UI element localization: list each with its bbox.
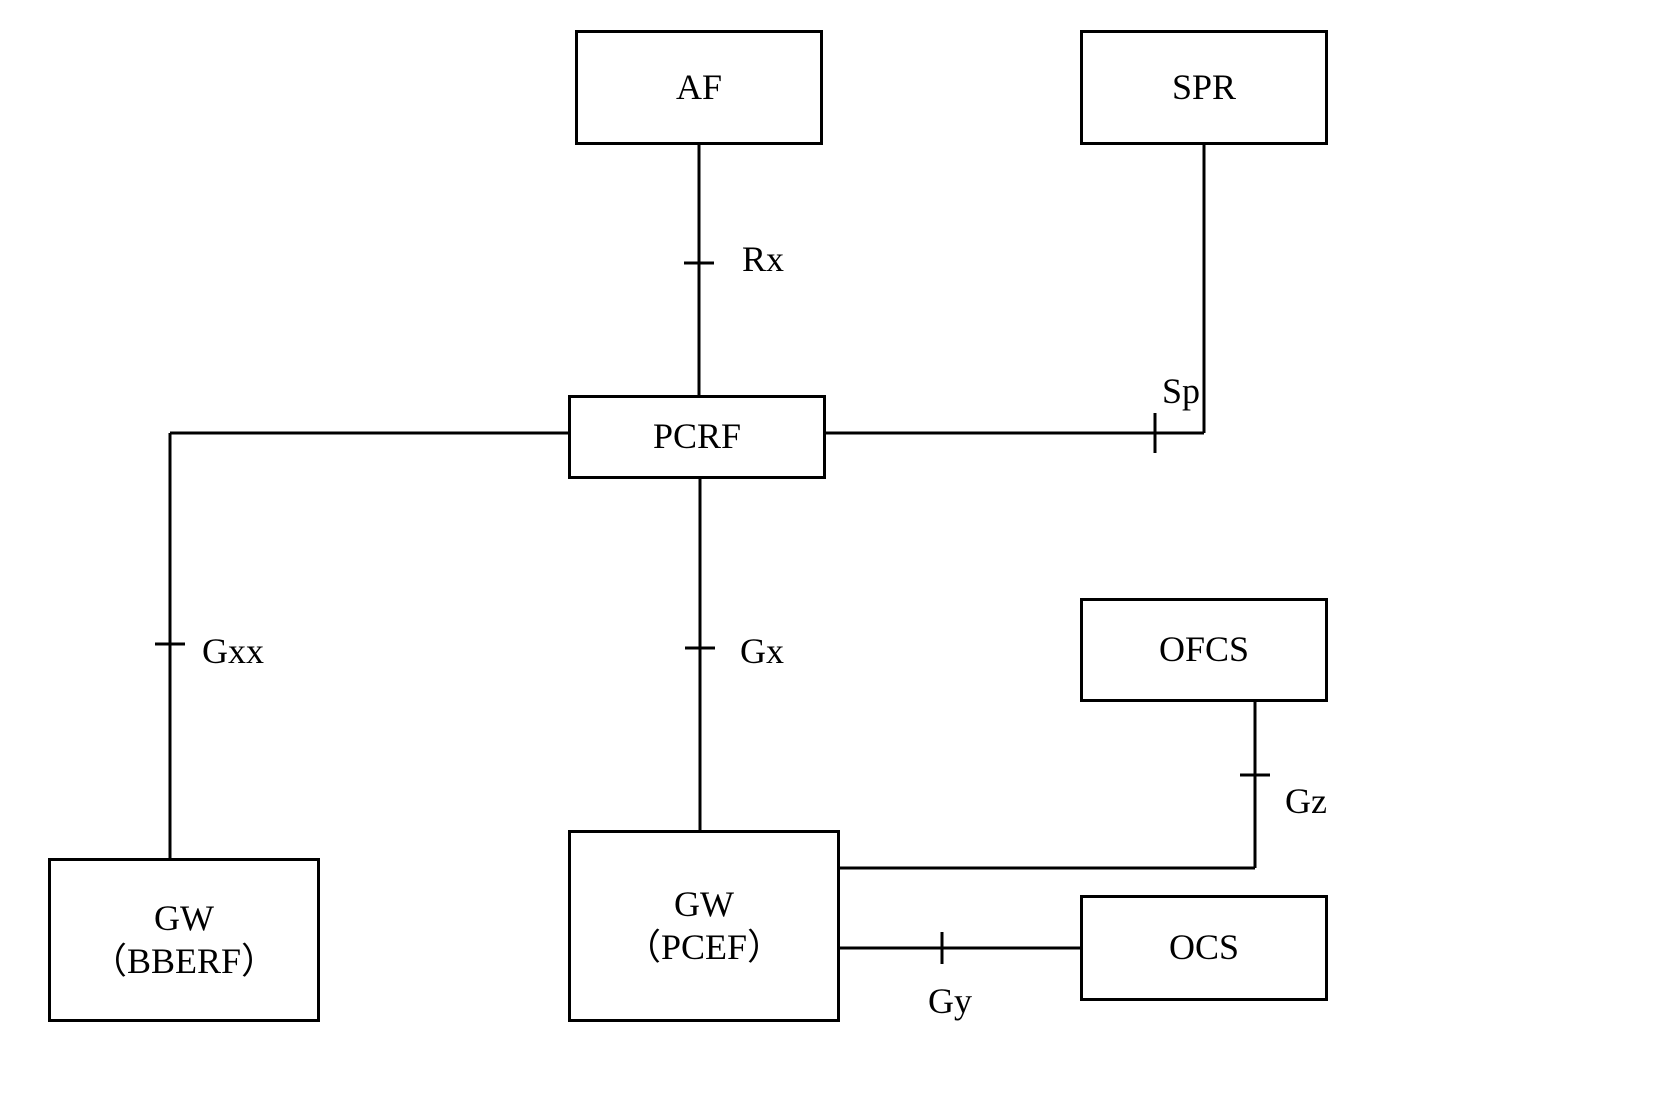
node-ofcs-label: OFCS [1159,628,1249,671]
node-ocs: OCS [1080,895,1328,1001]
edge-gz-label: Gz [1285,780,1327,822]
pcc-architecture-diagram: AF SPR PCRF OFCS GW （BBERF） GW （PCEF） OC… [0,0,1680,1096]
edge-sp-label: Sp [1162,370,1200,412]
edge-rx-label: Rx [742,238,784,280]
edge-gx-label: Gx [740,630,784,672]
node-pcef: GW （PCEF） [568,830,840,1022]
node-pcrf: PCRF [568,395,826,479]
node-spr-label: SPR [1172,66,1236,109]
node-pcef-label1: GW [674,883,734,926]
node-pcrf-label: PCRF [653,415,741,458]
node-spr: SPR [1080,30,1328,145]
edge-gy-label: Gy [928,980,972,1022]
node-bberf-label2: （BBERF） [91,940,277,983]
node-bberf-label1: GW [154,897,214,940]
node-af-label: AF [676,66,722,109]
node-bberf: GW （BBERF） [48,858,320,1022]
node-ocs-label: OCS [1169,926,1239,969]
node-ofcs: OFCS [1080,598,1328,702]
edge-gxx-label: Gxx [202,630,264,672]
node-pcef-label2: （PCEF） [625,926,783,969]
node-af: AF [575,30,823,145]
